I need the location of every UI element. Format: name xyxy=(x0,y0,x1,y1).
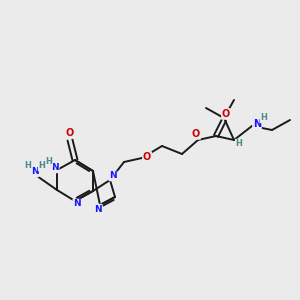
Text: N: N xyxy=(31,167,39,176)
Text: N: N xyxy=(94,205,102,214)
Text: O: O xyxy=(66,128,74,138)
Text: H: H xyxy=(261,113,267,122)
Text: H: H xyxy=(25,160,32,169)
Text: N: N xyxy=(253,119,261,129)
Text: N: N xyxy=(109,172,117,181)
Text: H: H xyxy=(39,161,45,170)
Text: N: N xyxy=(73,200,81,208)
Text: H: H xyxy=(236,140,242,148)
Text: H: H xyxy=(46,158,52,166)
Text: N: N xyxy=(51,164,59,172)
Text: O: O xyxy=(143,152,151,162)
Text: O: O xyxy=(222,109,230,119)
Text: O: O xyxy=(192,129,200,139)
